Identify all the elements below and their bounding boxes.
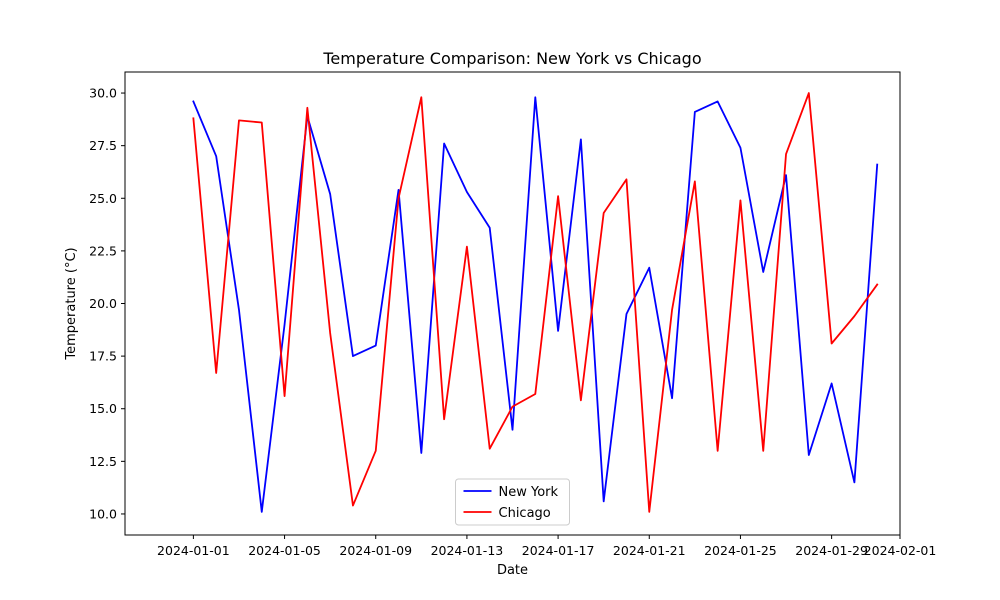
x-tick-label: 2024-02-01: [864, 543, 937, 558]
y-tick-label: 10.0: [89, 506, 117, 521]
series-line-chicago: [192, 92, 879, 513]
y-tick-label: 15.0: [89, 401, 117, 416]
x-axis-label: Date: [497, 563, 528, 578]
x-tick-label: 2024-01-21: [613, 543, 686, 558]
y-tick-label: 17.5: [89, 349, 117, 364]
y-tick-label: 27.5: [89, 138, 117, 153]
y-axis: 10.0 12.5 15.0 17.5 20.0 22.5 25.0 27.5 30.0: [89, 86, 125, 521]
y-tick-label: 22.5: [89, 243, 117, 258]
x-axis: 2024-01-01 2024-01-05 2024-01-09 2024-01-13…: [157, 535, 936, 558]
x-tick-label: 2024-01-05: [248, 543, 321, 558]
plot-frame: [124, 71, 901, 536]
x-tick-label: 2024-01-17: [522, 543, 595, 558]
chart-title: Temperature Comparison: New York vs Chic…: [322, 49, 701, 68]
y-tick-label: 12.5: [89, 454, 117, 469]
series-layer: [192, 92, 879, 513]
x-tick-label: 2024-01-13: [431, 543, 504, 558]
legend-label-chicago: Chicago: [499, 506, 551, 521]
x-tick-label: 2024-01-01: [157, 543, 230, 558]
y-tick-label: 25.0: [89, 191, 117, 206]
x-tick-label: 2024-01-09: [339, 543, 412, 558]
y-axis-label: Temperature (°C): [64, 247, 79, 360]
x-tick-label: 2024-01-25: [704, 543, 777, 558]
x-tick-label: 2024-01-29: [795, 543, 868, 558]
y-tick-label: 20.0: [89, 296, 117, 311]
legend: New York Chicago: [455, 478, 570, 526]
y-tick-label: 30.0: [89, 86, 117, 101]
legend-label-new-york: New York: [499, 485, 559, 500]
